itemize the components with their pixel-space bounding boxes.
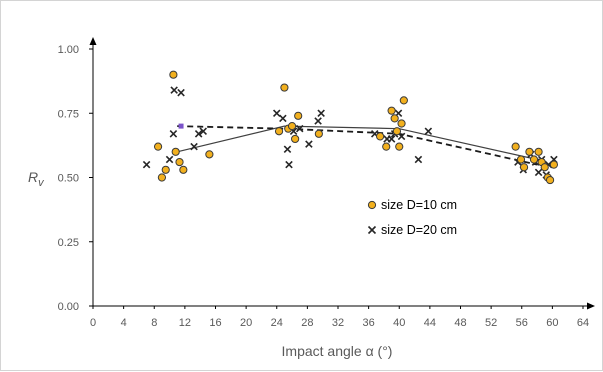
x-tick-label: 0 bbox=[90, 317, 96, 329]
data-point-d10 bbox=[376, 132, 385, 141]
data-point-d20 bbox=[424, 127, 433, 136]
data-point-d10 bbox=[291, 134, 300, 144]
x-tick-labels: 0 4 8 12 16 20 24 28 32 36 40 44 48 52 56 60 64 bbox=[90, 306, 589, 329]
data-point-d20 bbox=[142, 160, 151, 169]
data-point-d10 bbox=[171, 147, 180, 156]
data-point-d20 bbox=[199, 127, 208, 136]
legend-label-d10: size D=10 cm bbox=[381, 198, 457, 212]
data-point-d20 bbox=[279, 114, 287, 123]
y-tick-labels: 0.00 0.25 0.50 0.75 1.00 bbox=[58, 44, 93, 313]
data-point-d10 bbox=[392, 127, 402, 136]
data-point-d10 bbox=[549, 160, 559, 169]
y-axis-title: Rv bbox=[28, 169, 45, 189]
y-tick-label: 0.50 bbox=[58, 173, 79, 185]
data-point-d20 bbox=[305, 140, 313, 148]
data-point-d20 bbox=[414, 155, 423, 164]
data-point-d10 bbox=[280, 83, 289, 92]
y-tick-label: 0.25 bbox=[58, 237, 79, 249]
data-point-d10 bbox=[545, 175, 555, 185]
data-point-d10 bbox=[287, 122, 297, 131]
data-point-d20 bbox=[285, 160, 293, 169]
data-point-d10 bbox=[534, 147, 543, 156]
data-point-d10 bbox=[153, 142, 163, 151]
data-point-d10 bbox=[390, 114, 399, 123]
x-tick-label: 8 bbox=[151, 317, 157, 329]
x-tick-label: 20 bbox=[240, 317, 252, 329]
x-axis-arrow bbox=[587, 302, 595, 310]
data-point-d10 bbox=[175, 157, 184, 167]
x-tick-label: 32 bbox=[332, 317, 344, 329]
data-point-d20 bbox=[314, 117, 322, 125]
data-point-d10 bbox=[525, 147, 534, 156]
x-tick-label: 56 bbox=[516, 317, 528, 329]
data-point-d10 bbox=[519, 163, 529, 172]
data-point-d10 bbox=[382, 142, 391, 151]
data-point-d10 bbox=[387, 106, 396, 115]
x-tick-label: 60 bbox=[546, 317, 558, 329]
data-point-d20 bbox=[194, 130, 203, 138]
trend-lines bbox=[177, 123, 538, 166]
x-tick-label: 4 bbox=[121, 317, 127, 329]
data-point-d10 bbox=[399, 96, 408, 105]
y-tick-label: 0.75 bbox=[58, 108, 79, 120]
data-point-d20 bbox=[169, 130, 178, 138]
data-point-d10 bbox=[179, 165, 188, 174]
x-tick-label: 48 bbox=[454, 317, 466, 329]
data-point-d20 bbox=[317, 109, 325, 118]
data-point-d10 bbox=[397, 119, 406, 128]
x-tick-label: 44 bbox=[424, 317, 436, 329]
data-point-d10 bbox=[157, 173, 167, 182]
legend-marker-d20 bbox=[367, 225, 377, 235]
data-point-d20 bbox=[295, 124, 304, 133]
data-point-d20 bbox=[387, 135, 396, 143]
data-point-d10 bbox=[169, 70, 178, 79]
data-point-d20 bbox=[190, 142, 198, 151]
data-point-d20 bbox=[170, 86, 178, 94]
data-point-d10 bbox=[540, 163, 549, 172]
legend-label-d20: size D=20 cm bbox=[381, 223, 457, 237]
legend: size D=10 cm size D=20 cm bbox=[367, 198, 457, 237]
data-point-d10 bbox=[511, 142, 520, 151]
data-point-d10 bbox=[516, 155, 526, 164]
data-point-d10 bbox=[274, 127, 284, 136]
y-axis-title-sub: v bbox=[38, 177, 45, 189]
data-point-d20 bbox=[177, 88, 185, 97]
data-points bbox=[142, 70, 559, 185]
axes bbox=[89, 37, 595, 310]
data-point-d10 bbox=[294, 111, 303, 120]
data-point-d10 bbox=[161, 165, 170, 174]
x-tick-label: 16 bbox=[209, 317, 221, 329]
x-tick-label: 40 bbox=[393, 317, 405, 329]
highlight-marker bbox=[178, 123, 184, 129]
data-point-d10 bbox=[529, 155, 539, 164]
trend-line-d10 bbox=[177, 125, 538, 161]
x-tick-label: 36 bbox=[363, 317, 375, 329]
x-tick-label: 24 bbox=[271, 317, 283, 329]
data-point-d20 bbox=[283, 145, 292, 153]
y-tick-label: 1.00 bbox=[58, 44, 79, 56]
x-tick-label: 52 bbox=[485, 317, 497, 329]
data-point-d20 bbox=[272, 109, 281, 118]
x-axis-title: Impact angle α (°) bbox=[282, 343, 393, 359]
y-axis-arrow bbox=[89, 37, 97, 45]
data-point-d20 bbox=[165, 155, 174, 164]
data-point-d10 bbox=[205, 150, 214, 159]
data-point-d10 bbox=[314, 129, 323, 138]
x-tick-label: 12 bbox=[179, 317, 191, 329]
data-point-d10 bbox=[395, 142, 404, 151]
legend-marker-d10 bbox=[367, 200, 377, 210]
data-point-d20 bbox=[534, 168, 543, 177]
y-axis-title-main: R bbox=[28, 169, 38, 185]
y-tick-label: 0.00 bbox=[58, 301, 79, 313]
x-tick-label: 28 bbox=[301, 317, 313, 329]
trend-line-d20 bbox=[177, 125, 538, 166]
x-tick-label: 64 bbox=[577, 317, 589, 329]
